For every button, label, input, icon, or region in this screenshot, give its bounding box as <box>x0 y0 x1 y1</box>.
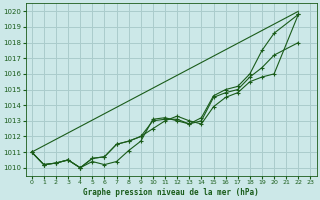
X-axis label: Graphe pression niveau de la mer (hPa): Graphe pression niveau de la mer (hPa) <box>83 188 259 197</box>
